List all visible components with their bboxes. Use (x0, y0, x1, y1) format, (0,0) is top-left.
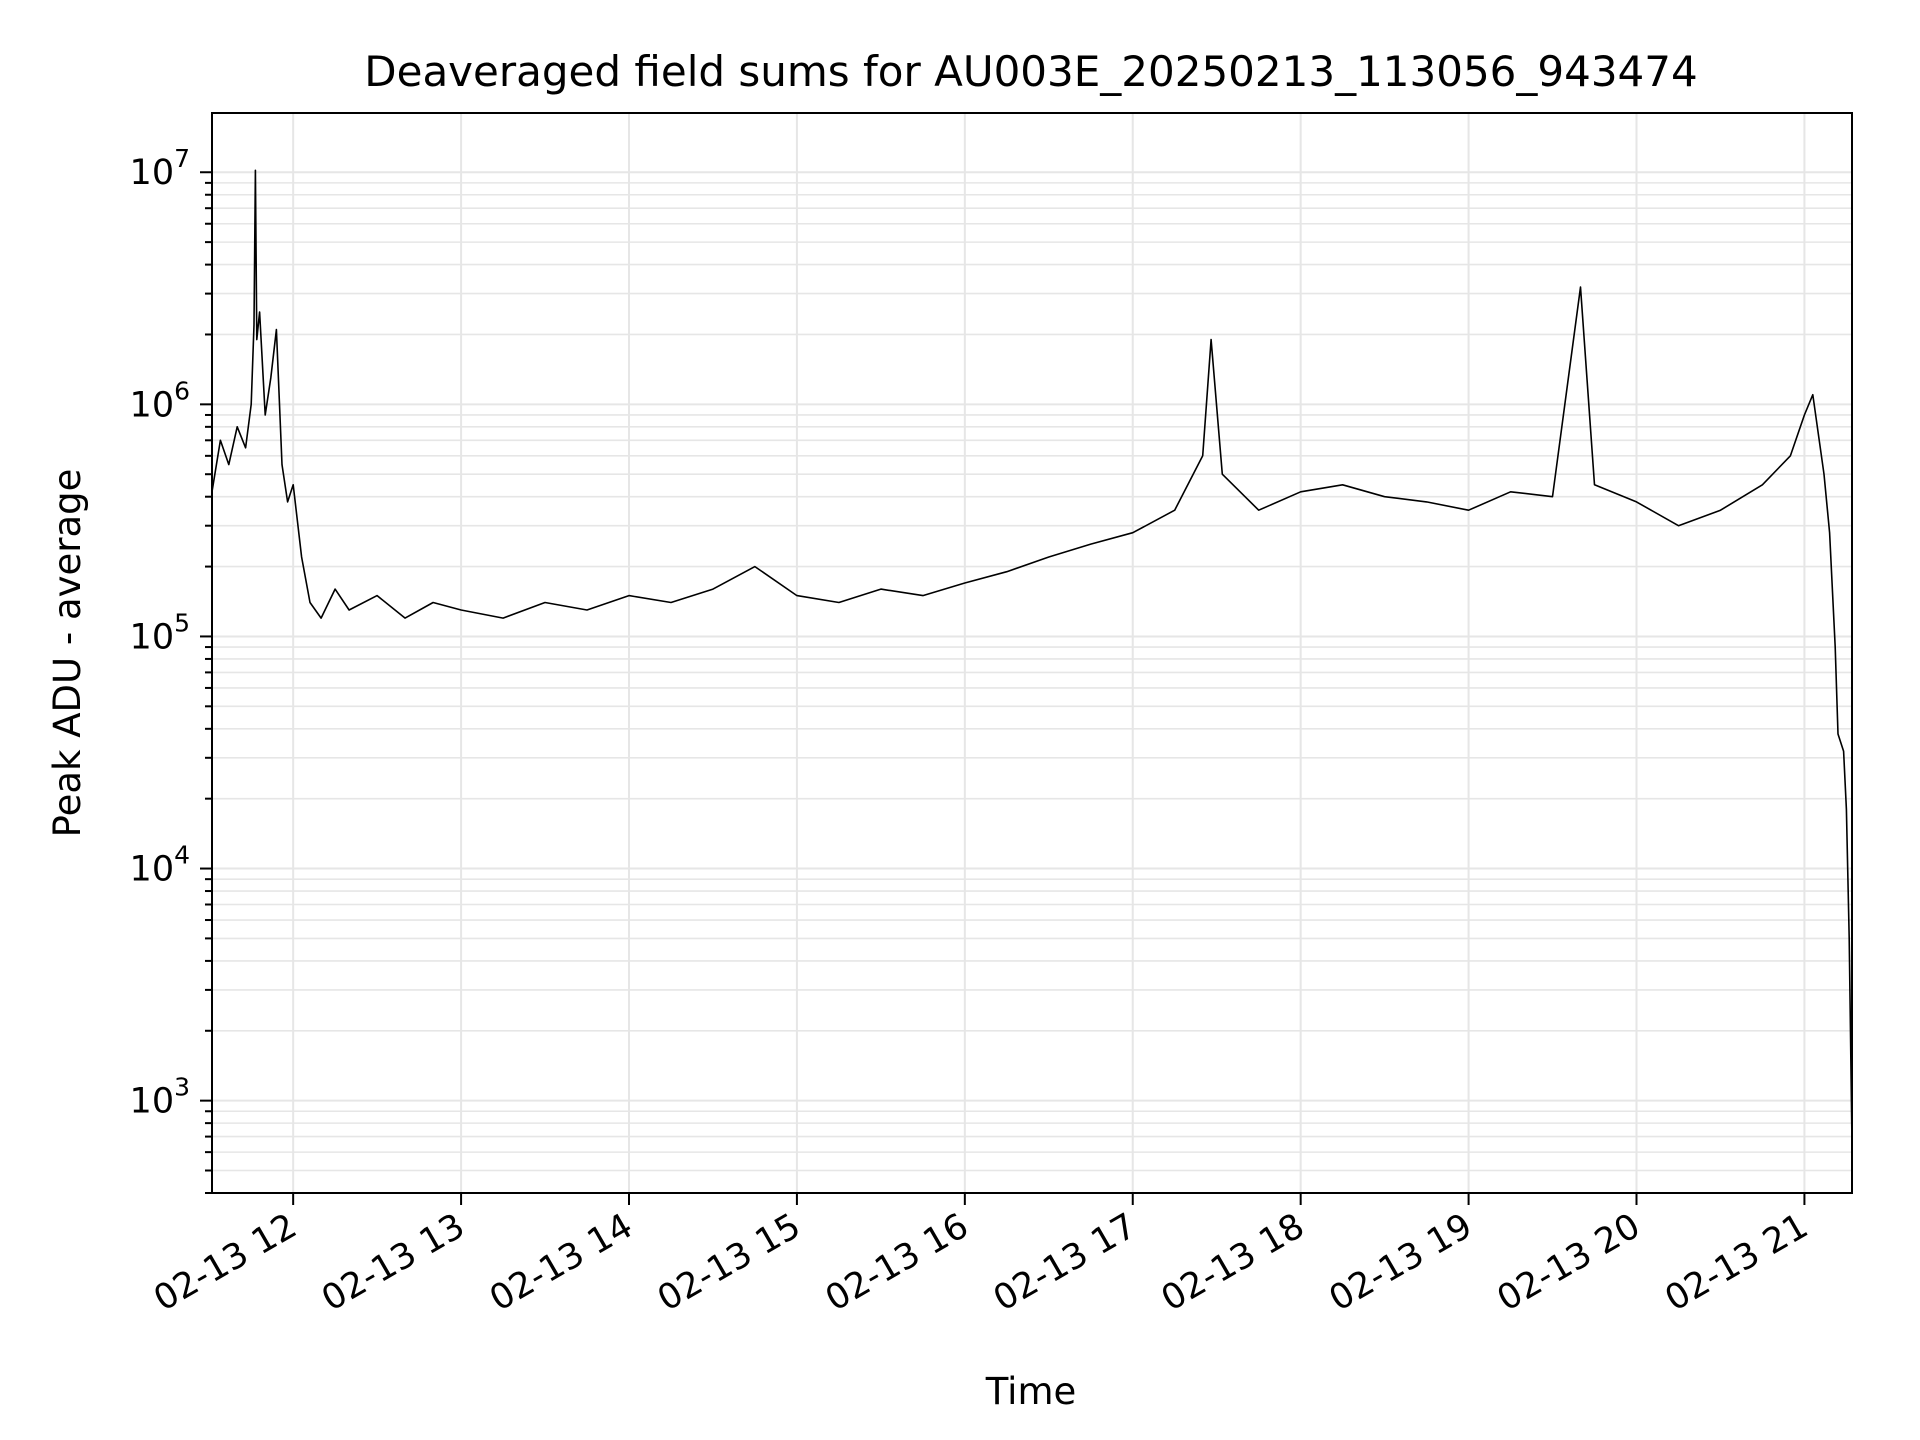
series-line (211, 169, 1853, 1145)
y-axis-label: Peak ADU - average (46, 469, 89, 838)
x-axis-label: Time (985, 1370, 1077, 1413)
y-tick-label: 105 (130, 608, 190, 657)
series-layer (211, 169, 1853, 1145)
plot-frame (211, 112, 1853, 1194)
chart-title: Deaveraged field sums for AU003E_2025021… (364, 47, 1697, 96)
grid (212, 113, 1852, 1194)
y-axis: 103 104 105 106 107 (130, 144, 212, 1194)
y-tick-label: 103 (130, 1073, 190, 1122)
y-tick-label: 106 (130, 376, 190, 425)
y-tick-label: 104 (130, 841, 190, 890)
y-tick-label: 107 (130, 144, 190, 193)
